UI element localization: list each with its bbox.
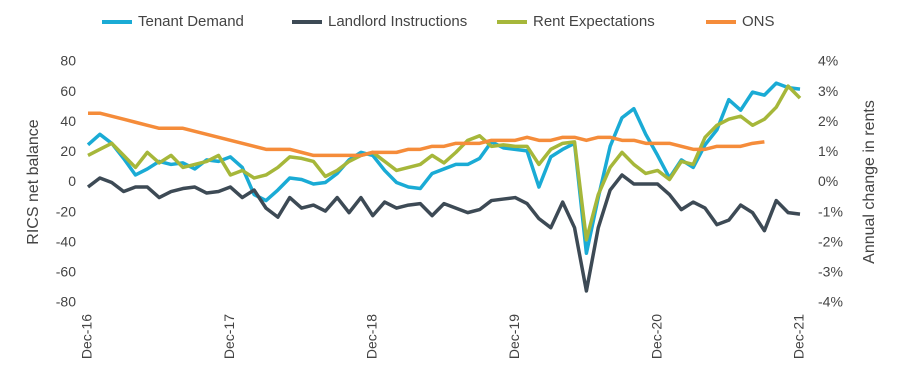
series-line (87, 84, 802, 242)
x-tick-label: Dec-21 (791, 314, 807, 359)
y2-tick-label: 3% (818, 83, 838, 99)
x-tick-label: Dec-20 (648, 314, 664, 359)
x-tick-label: Dec-18 (364, 314, 380, 359)
legend-label: ONS (742, 13, 775, 30)
y2-tick-label: -2% (818, 233, 843, 249)
y-tick-label: 20 (60, 143, 76, 159)
y2-tick-label: 2% (818, 113, 838, 129)
y2-tick-label: -3% (818, 264, 843, 280)
y2-tick-label: -4% (818, 294, 843, 310)
x-tick-label: Dec-19 (506, 314, 522, 359)
y-tick-label: -60 (56, 264, 76, 280)
y-tick-label: 0 (68, 173, 76, 189)
y-tick-label: -20 (56, 203, 76, 219)
series-line (88, 111, 765, 158)
y-tick-label: -80 (56, 294, 76, 310)
y-tick-label: 60 (60, 83, 76, 99)
legend-label: Landlord Instructions (328, 13, 467, 30)
y-tick-label: -40 (56, 233, 76, 249)
y-tick-label: 80 (60, 53, 76, 69)
series-line (86, 81, 801, 256)
legend-label: Tenant Demand (138, 13, 244, 30)
y2-tick-label: 0% (818, 173, 838, 189)
y2-axis-title: Annual change in rents (861, 100, 878, 264)
y2-tick-label: 4% (818, 53, 838, 69)
y2-tick-label: -1% (818, 203, 843, 219)
x-tick-label: Dec-16 (79, 314, 95, 359)
x-tick-label: Dec-17 (221, 314, 237, 359)
y-axis-title: RICS net balance (25, 119, 42, 245)
y2-tick-label: 1% (818, 143, 838, 159)
series-line (86, 173, 801, 293)
y-tick-label: 40 (60, 113, 76, 129)
legend-label: Rent Expectations (533, 13, 655, 30)
